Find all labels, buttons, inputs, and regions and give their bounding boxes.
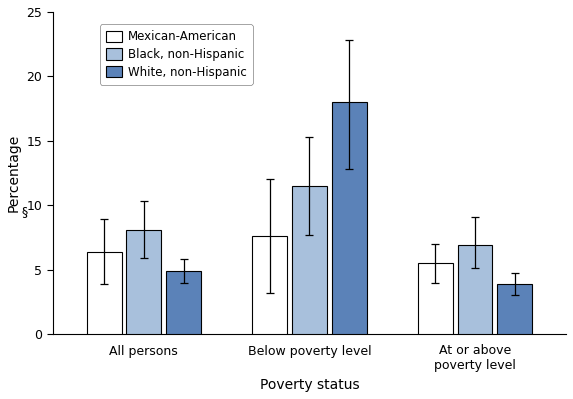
Text: §: § (22, 205, 28, 218)
X-axis label: Poverty status: Poverty status (260, 378, 359, 392)
Bar (127, 230, 161, 334)
Bar (252, 236, 287, 334)
Bar (166, 271, 201, 334)
Legend: Mexican-American, Black, non-Hispanic, White, non-Hispanic: Mexican-American, Black, non-Hispanic, W… (100, 24, 253, 85)
Bar (292, 186, 327, 334)
Bar (458, 245, 492, 334)
Bar (87, 252, 121, 334)
Bar (332, 102, 367, 334)
Bar (497, 284, 532, 334)
Bar (418, 263, 453, 334)
Y-axis label: Percentage: Percentage (7, 134, 21, 212)
